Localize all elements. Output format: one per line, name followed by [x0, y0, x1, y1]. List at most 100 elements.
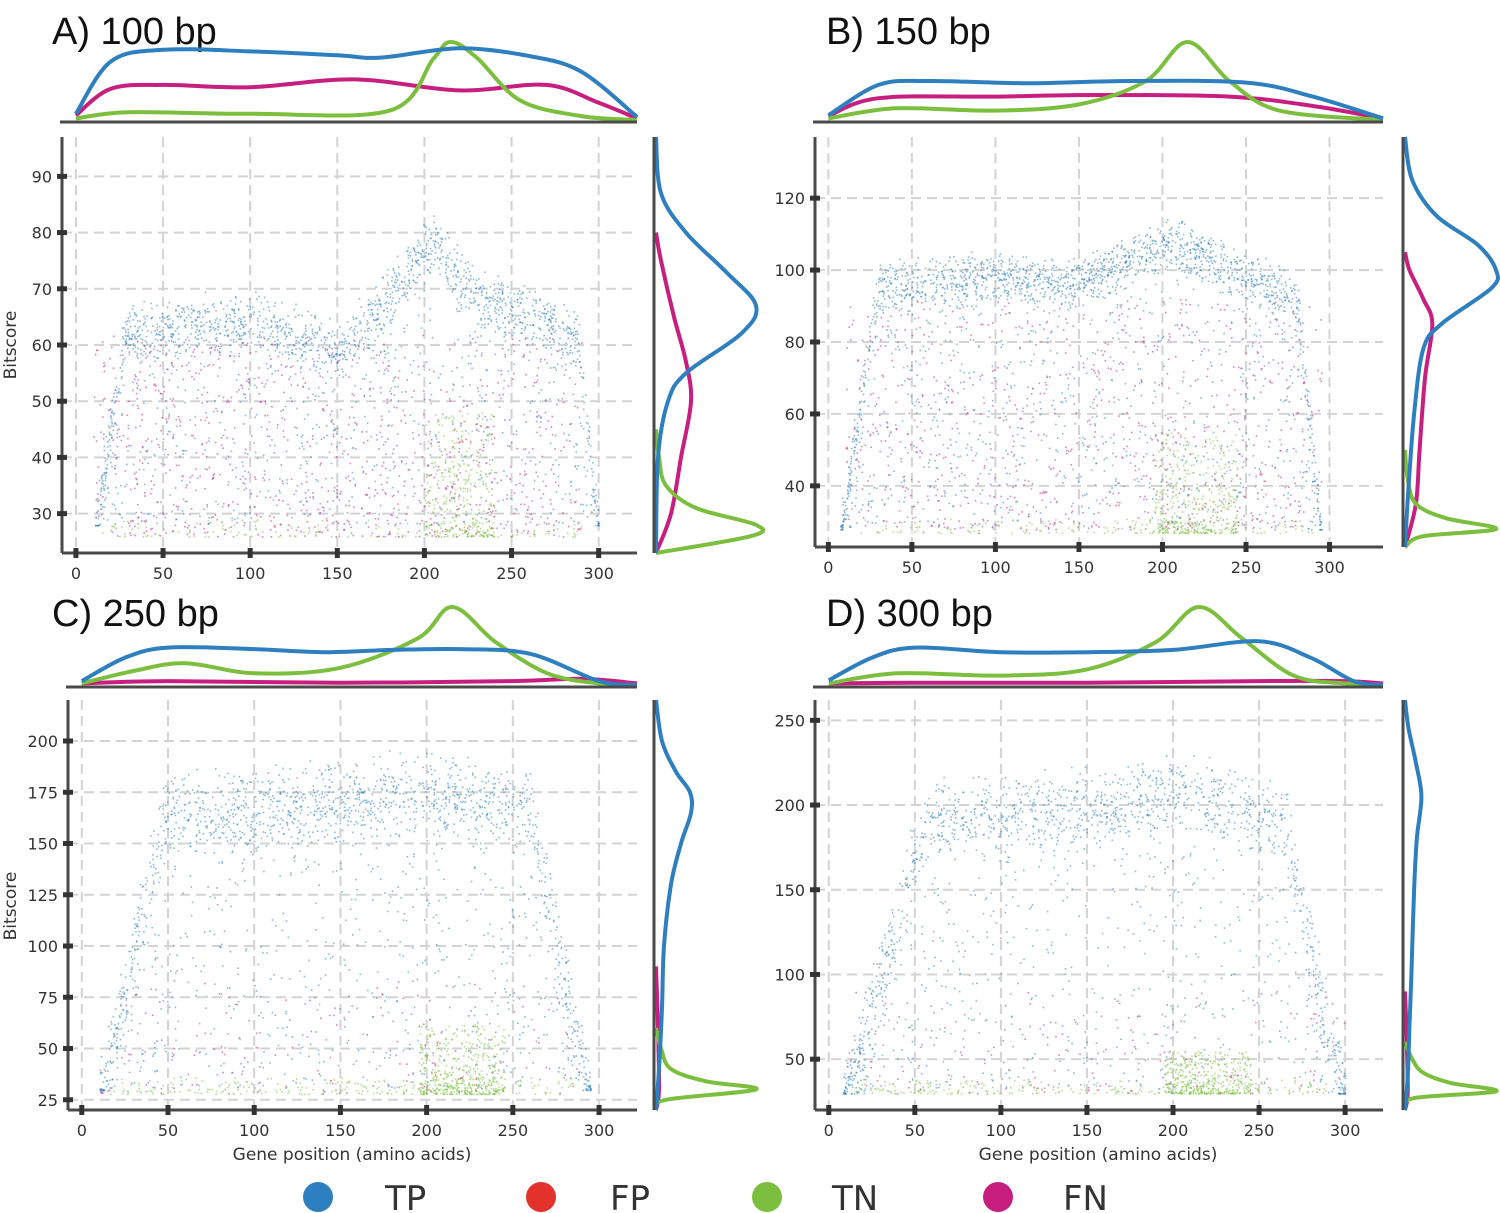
- data-point-fn: [1272, 515, 1275, 517]
- data-point-tn: [440, 508, 442, 511]
- data-point-tp: [558, 521, 560, 524]
- data-point-tn: [1176, 449, 1179, 452]
- data-point-fn: [1142, 456, 1145, 458]
- data-point-tn: [426, 525, 429, 528]
- data-point-fn: [264, 401, 267, 403]
- data-point-tp: [292, 353, 294, 355]
- data-point-fn: [270, 358, 272, 360]
- data-point-fn: [227, 505, 230, 507]
- data-point-tp: [125, 323, 128, 326]
- data-point-tp: [194, 415, 197, 418]
- data-point-tp: [276, 335, 278, 338]
- data-point-fn: [579, 372, 581, 374]
- data-point-fn: [1251, 519, 1253, 522]
- data-point-fn: [145, 440, 147, 442]
- data-point-tp: [127, 424, 130, 427]
- data-point-tp: [201, 337, 203, 339]
- data-point-tn: [435, 473, 437, 475]
- data-point-tn: [482, 444, 484, 446]
- data-point-fn: [333, 486, 336, 489]
- data-point-fn: [177, 508, 179, 511]
- data-point-tp: [310, 314, 313, 317]
- data-point-fn: [490, 534, 493, 537]
- data-point-tp: [452, 388, 454, 391]
- data-point-tp: [291, 330, 293, 333]
- data-point-tp: [568, 332, 570, 335]
- data-point-fn: [306, 521, 309, 523]
- data-point-fn: [133, 487, 136, 490]
- data-point-tp: [407, 254, 410, 256]
- data-point-tp: [430, 237, 432, 240]
- data-point-fn: [1067, 450, 1070, 453]
- data-point-tp: [294, 353, 297, 356]
- data-point-tn: [443, 476, 446, 478]
- data-point-fn: [1065, 446, 1067, 449]
- data-point-tp: [582, 377, 585, 380]
- data-point-tn: [1182, 444, 1185, 447]
- data-point-fn: [541, 455, 543, 458]
- data-point-tp: [403, 485, 405, 487]
- data-point-fn: [168, 379, 171, 382]
- data-point-fn: [307, 489, 310, 492]
- data-point-fn: [260, 401, 262, 403]
- data-point-tn: [1175, 494, 1177, 496]
- data-point-tn: [317, 531, 320, 533]
- data-point-tp: [300, 500, 303, 503]
- data-point-tp: [238, 334, 241, 336]
- data-point-tp: [489, 304, 492, 307]
- data-point-fn: [1047, 526, 1050, 529]
- data-point-tp: [331, 418, 334, 421]
- data-point-tp: [269, 444, 271, 447]
- data-point-tp: [346, 358, 348, 361]
- data-point-tn: [1194, 524, 1197, 527]
- data-point-fn: [109, 357, 111, 360]
- data-point-tp: [412, 431, 414, 434]
- data-point-tp: [523, 329, 526, 332]
- data-point-tp: [485, 439, 487, 441]
- data-point-fn: [422, 413, 425, 416]
- y-axis-label: Bitscore: [1, 311, 21, 380]
- data-point-tp: [153, 376, 156, 379]
- data-point-fn: [1073, 521, 1075, 523]
- data-point-tn: [1188, 531, 1191, 533]
- data-point-fn: [1273, 498, 1276, 501]
- data-point-tp: [570, 362, 573, 365]
- data-point-tp: [270, 319, 272, 322]
- data-point-tp: [262, 320, 265, 323]
- data-point-fn: [361, 431, 363, 433]
- data-point-tp: [99, 508, 102, 511]
- data-point-tp: [550, 325, 553, 328]
- data-point-tn: [478, 512, 480, 514]
- data-point-fn: [1298, 500, 1300, 503]
- data-point-tn: [1061, 522, 1063, 524]
- data-point-tp: [301, 314, 303, 317]
- data-point-tn: [485, 485, 487, 488]
- data-point-fn: [404, 414, 406, 417]
- data-point-fn: [304, 492, 307, 494]
- data-point-tp: [550, 512, 552, 514]
- data-point-tn: [481, 412, 484, 415]
- data-point-tp: [470, 278, 472, 280]
- data-point-tp: [431, 250, 433, 252]
- data-point-tn: [236, 534, 238, 536]
- data-point-fn: [1183, 455, 1185, 457]
- data-point-tp: [574, 383, 577, 385]
- data-point-fn: [1181, 303, 1183, 305]
- data-point-tp: [325, 361, 327, 363]
- data-point-fn: [195, 372, 197, 374]
- data-point-fn: [1096, 375, 1098, 378]
- data-point-fn: [907, 313, 909, 316]
- data-point-tp: [547, 324, 549, 326]
- data-point-tp: [497, 292, 500, 294]
- x-tick-label: 0: [71, 564, 81, 583]
- data-point-fn: [181, 365, 183, 367]
- data-point-tp: [411, 265, 414, 267]
- data-point-tp: [121, 517, 123, 519]
- data-point-fn: [163, 390, 165, 393]
- data-point-tp: [139, 333, 142, 336]
- data-point-tp: [243, 488, 246, 491]
- data-point-fn: [280, 464, 283, 466]
- data-point-fn: [104, 397, 106, 400]
- data-point-tn: [438, 445, 440, 447]
- data-point-tp: [293, 493, 295, 496]
